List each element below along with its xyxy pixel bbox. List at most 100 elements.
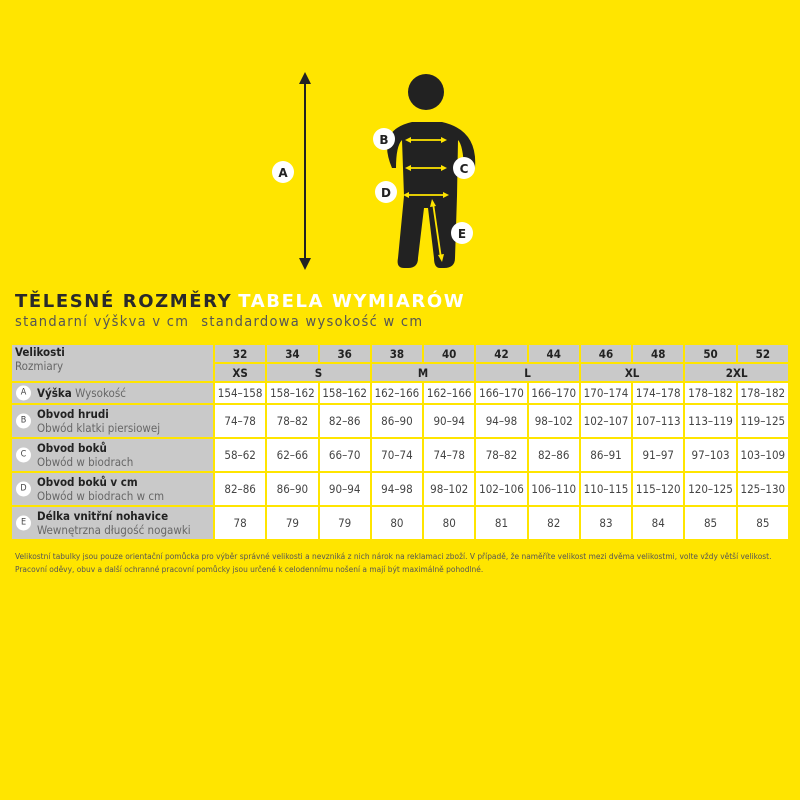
measurement-arrows xyxy=(403,137,449,262)
label-d-badge: D xyxy=(375,181,397,203)
header-row-sizes: Velikosti Rozmiary 32 34 36 38 40 42 44 46 48 50 5… xyxy=(12,345,788,381)
row-label-pl: Obwód w biodrach w cm xyxy=(37,489,165,503)
title-cz: TĚLESNÉ ROZMĚRY xyxy=(15,291,233,312)
row-letter-badge: C xyxy=(16,447,31,463)
row-label-pl: Wysokość xyxy=(75,386,126,400)
table-cell: 78–82 xyxy=(476,439,527,471)
table-cell: 78 xyxy=(215,507,266,539)
table-cell: 154–158 xyxy=(215,383,266,403)
table-cell: 82–86 xyxy=(319,405,370,437)
table-cell: 174–178 xyxy=(633,383,684,403)
table-cell: 90–94 xyxy=(424,405,475,437)
svg-text:D: D xyxy=(381,186,391,200)
table-cell: 82 xyxy=(528,507,579,539)
table-cell: 80 xyxy=(424,507,475,539)
row-label-cz: Výška xyxy=(37,386,72,400)
row-letter-badge: E xyxy=(16,515,31,531)
table-cell: 82–86 xyxy=(215,473,266,505)
table-cell: 74–78 xyxy=(424,439,475,471)
size-header: 46 xyxy=(580,345,632,362)
table-cell: 85 xyxy=(685,507,736,539)
table-cell: 106–110 xyxy=(528,473,579,505)
size-header: 42 xyxy=(476,345,527,362)
table-cell: 74–78 xyxy=(215,405,266,437)
table-cell: 102–106 xyxy=(476,473,527,505)
table-cell: 90–94 xyxy=(319,473,370,505)
table-cell: 94–98 xyxy=(371,473,423,505)
table-row: A Výška Wysokość 154–158 158–162 158–162 162–… xyxy=(12,383,788,403)
table-cell: 170–174 xyxy=(580,383,632,403)
table-cell: 58–62 xyxy=(215,439,266,471)
size-header: 50 xyxy=(685,345,736,362)
row-label-cz: Obvod hrudi xyxy=(37,407,109,421)
table-cell: 62–66 xyxy=(267,439,318,471)
row-label-pl: Obwód w biodrach xyxy=(37,455,134,469)
label-c-badge: C xyxy=(453,157,475,179)
size-header: 38 xyxy=(371,345,423,362)
table-cell: 81 xyxy=(476,507,527,539)
table-cell: 94–98 xyxy=(476,405,527,437)
table-cell: 162–166 xyxy=(371,383,423,403)
table-row: C Obvod boků Obwód w biodrach 58–62 62–66 66–… xyxy=(12,439,788,471)
size-group-header: M xyxy=(371,364,475,381)
size-group-header: S xyxy=(267,364,370,381)
table-cell: 178–182 xyxy=(685,383,736,403)
row-label: B Obvod hrudi Obwód klatki piersiowej xyxy=(12,405,213,437)
table-cell: 82–86 xyxy=(528,439,579,471)
table-cell: 86–90 xyxy=(267,473,318,505)
svg-text:A: A xyxy=(278,166,288,180)
table-cell: 110–115 xyxy=(580,473,632,505)
table-cell: 91–97 xyxy=(633,439,684,471)
subtitle-cz: standarní výškva v cm xyxy=(15,314,190,330)
table-cell: 103–109 xyxy=(737,439,788,471)
table-cell: 79 xyxy=(267,507,318,539)
size-group-header: XS xyxy=(215,364,266,381)
label-b-badge: B xyxy=(373,128,395,150)
row-label: A Výška Wysokość xyxy=(12,383,213,403)
header-row-groups: XS S M L XL 2XL xyxy=(12,364,788,381)
row-label: E Délka vnitřní nohavice Wewnętrzna długoś… xyxy=(12,507,213,539)
table-cell: 85 xyxy=(737,507,788,539)
size-header: 52 xyxy=(737,345,788,362)
disclaimer-note: Velikostní tabulky jsou pouze orientační… xyxy=(15,551,772,574)
size-header: 36 xyxy=(319,345,370,362)
row-label: D Obvod boků v cm Obwód w biodrach w cm xyxy=(12,473,213,505)
header-label-pl: Rozmiary xyxy=(15,359,64,373)
label-e-badge: E xyxy=(451,222,473,244)
table-cell: 162–166 xyxy=(424,383,475,403)
header-label: Velikosti Rozmiary xyxy=(12,345,213,381)
table-cell: 166–170 xyxy=(528,383,579,403)
table-cell: 102–107 xyxy=(580,405,632,437)
table-cell: 86–90 xyxy=(371,405,423,437)
table-cell: 70–74 xyxy=(371,439,423,471)
table-cell: 86–91 xyxy=(580,439,632,471)
row-letter-badge: B xyxy=(16,413,31,429)
body-measurement-figure: A B C D E xyxy=(272,72,476,270)
title-pl: TABELA WYMIARÓW xyxy=(238,291,466,312)
table-cell: 66–70 xyxy=(319,439,370,471)
table-cell: 166–170 xyxy=(476,383,527,403)
page-subtitle: standarní výškva v cm standardowa wysokoś… xyxy=(15,314,423,330)
size-group-header: L xyxy=(476,364,579,381)
label-a-badge: A xyxy=(272,161,294,183)
size-header: 32 xyxy=(215,345,266,362)
size-header: 34 xyxy=(267,345,318,362)
table-cell: 158–162 xyxy=(267,383,318,403)
table-cell: 98–102 xyxy=(424,473,475,505)
table-cell: 113–119 xyxy=(685,405,736,437)
table-cell: 83 xyxy=(580,507,632,539)
table-cell: 120–125 xyxy=(685,473,736,505)
table-cell: 98–102 xyxy=(528,405,579,437)
table-cell: 84 xyxy=(633,507,684,539)
table-cell: 78–82 xyxy=(267,405,318,437)
row-label-pl: Wewnętrzna długość nogawki xyxy=(37,523,191,537)
table-cell: 119–125 xyxy=(737,405,788,437)
row-label-cz: Obvod boků xyxy=(37,441,107,455)
table-cell: 158–162 xyxy=(319,383,370,403)
size-table: Velikosti Rozmiary 32 34 36 38 40 42 44 46 48 50 5… xyxy=(10,343,790,541)
row-label-cz: Obvod boků v cm xyxy=(37,475,138,489)
row-letter-badge: A xyxy=(16,385,31,401)
table-row: D Obvod boků v cm Obwód w biodrach w cm 82–… xyxy=(12,473,788,505)
size-group-header: 2XL xyxy=(685,364,788,381)
header-label-cz: Velikosti xyxy=(15,345,65,359)
